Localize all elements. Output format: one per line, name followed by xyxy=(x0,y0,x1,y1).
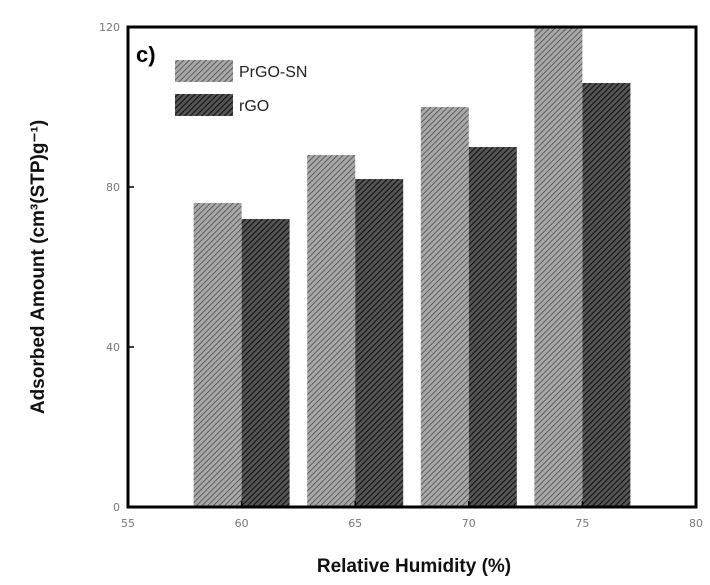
bars-group xyxy=(193,27,631,507)
x-tick-label: 60 xyxy=(235,517,249,530)
x-tick-label: 75 xyxy=(575,517,589,530)
y-tick-label: 0 xyxy=(113,501,120,514)
x-tick-label: 70 xyxy=(462,517,476,530)
plot-frame xyxy=(126,25,698,509)
legend-label-prgo-sn: PrGO-SN xyxy=(239,64,307,81)
y-tick-label: 120 xyxy=(99,21,120,34)
y-tick-label: 80 xyxy=(106,181,120,194)
bar-rgo-60 xyxy=(241,219,290,507)
y-tick-label: 40 xyxy=(106,341,120,354)
legend: PrGO-SN rGO xyxy=(175,60,307,116)
bar-prgo-sn-70 xyxy=(420,107,469,507)
x-tick-label: 65 xyxy=(348,517,362,530)
y-axis-title: Adsorbed Amount (cm³(STP)g⁻¹) xyxy=(28,120,49,414)
bar-prgo-sn-75 xyxy=(534,27,583,507)
x-tick-label: 80 xyxy=(689,517,703,530)
bar-rgo-70 xyxy=(468,147,517,507)
ticks-group: 55 60 65 70 75 80 0 40 80 120 xyxy=(99,21,703,530)
legend-swatch-prgo-sn xyxy=(175,60,233,82)
bar-prgo-sn-65 xyxy=(307,155,356,507)
bar-rgo-75 xyxy=(582,83,631,507)
x-axis-title: Relative Humidity (%) xyxy=(317,556,511,577)
legend-label-rgo: rGO xyxy=(239,98,269,115)
bar-rgo-65 xyxy=(355,179,404,507)
legend-swatch-rgo xyxy=(175,94,233,116)
bar-prgo-sn-60 xyxy=(193,203,242,507)
panel-label: c) xyxy=(136,42,156,67)
x-tick-label: 55 xyxy=(121,517,135,530)
